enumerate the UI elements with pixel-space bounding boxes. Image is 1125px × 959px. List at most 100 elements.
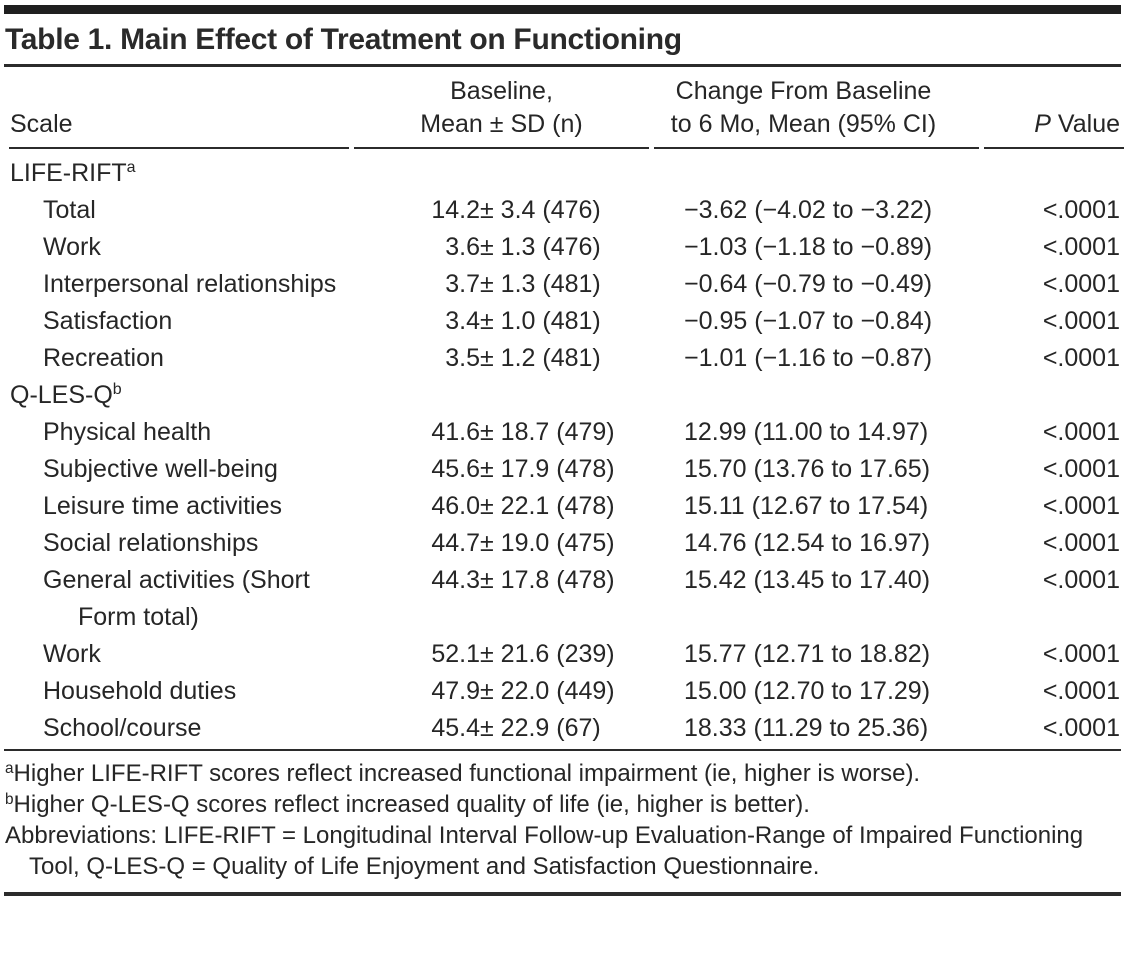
p-value-cell: <.0001 bbox=[1042, 344, 1120, 372]
baseline-value-cell: 45.6± 17.9 (478) bbox=[354, 451, 649, 488]
baseline-mean: 52.1 bbox=[431, 640, 480, 668]
baseline-mean: 3.4 bbox=[445, 307, 480, 335]
table-row: Physical health 41.6± 18.7 (479) 12.99 (11… bbox=[9, 414, 1124, 451]
change-value-cell: −0.64 (−0.79 to −0.49) bbox=[684, 270, 933, 298]
baseline-value-cell: 14.2± 3.4 (476) bbox=[354, 192, 649, 229]
table-row: School/course 45.4± 22.9 (67) 18.33 (11.29… bbox=[9, 710, 1124, 747]
baseline-mean: 44.3 bbox=[431, 566, 480, 594]
baseline-sd-n: ± 1.2 (481) bbox=[480, 344, 601, 372]
footnote: bHigher Q-LES-Q scores reflect increased… bbox=[5, 789, 1121, 820]
scale-label-cell: Household duties bbox=[43, 677, 237, 705]
section-header-cell: LIFE-RIFTa bbox=[9, 149, 1124, 192]
footnote: aHigher LIFE-RIFT scores reflect increas… bbox=[5, 758, 1121, 789]
baseline-sd-n: ± 3.4 (476) bbox=[480, 196, 601, 224]
change-value-cell: −1.03 (−1.18 to −0.89) bbox=[684, 233, 933, 261]
footnote: Abbreviations: LIFE-RIFT = Longitudinal … bbox=[5, 820, 1121, 882]
title-divider-rule bbox=[4, 64, 1121, 67]
footnote-marker: b bbox=[112, 381, 122, 399]
table-row: Leisure time activities 46.0± 22.1 (478) 1… bbox=[9, 488, 1124, 525]
baseline-value-cell: 44.3± 17.8 (478) bbox=[354, 562, 649, 636]
p-value-cell: <.0001 bbox=[1042, 418, 1120, 446]
scale-label-cell: Physical health bbox=[43, 418, 212, 446]
baseline-sd-n: ± 22.9 (67) bbox=[480, 714, 601, 742]
section-label: LIFE-RIFT bbox=[10, 159, 127, 187]
baseline-value-cell: 46.0± 22.1 (478) bbox=[354, 488, 649, 525]
scale-label-cell: Satisfaction bbox=[43, 307, 173, 335]
footnote-marker: a bbox=[126, 159, 136, 177]
change-value-cell: 12.99 (11.00 to 14.97) bbox=[684, 418, 929, 446]
table-row: Satisfaction 3.4± 1.0 (481) −0.95 (−1.07 t… bbox=[9, 303, 1124, 340]
baseline-value-cell: 44.7± 19.0 (475) bbox=[354, 525, 649, 562]
baseline-mean: 46.0 bbox=[431, 492, 480, 520]
table-top-rule bbox=[4, 5, 1121, 14]
baseline-value-cell: 41.6± 18.7 (479) bbox=[354, 414, 649, 451]
column-header-scale-label: Scale bbox=[10, 110, 73, 138]
baseline-value-cell: 52.1± 21.6 (239) bbox=[354, 636, 649, 673]
table-row: Interpersonal relationships 3.7± 1.3 (481… bbox=[9, 266, 1124, 303]
scale-label-cell: Social relationships bbox=[43, 529, 259, 557]
baseline-value-cell: 3.5± 1.2 (481) bbox=[354, 340, 649, 377]
baseline-mean: 3.5 bbox=[445, 344, 480, 372]
p-value-cell: <.0001 bbox=[1042, 196, 1120, 224]
baseline-sd-n: ± 19.0 (475) bbox=[480, 529, 615, 557]
p-value-cell: <.0001 bbox=[1042, 270, 1120, 298]
p-value-cell: <.0001 bbox=[1042, 233, 1120, 261]
baseline-sd-n: ± 22.1 (478) bbox=[480, 492, 615, 520]
baseline-mean: 45.6 bbox=[431, 455, 480, 483]
baseline-sd-n: ± 22.0 (449) bbox=[480, 677, 615, 705]
change-value-cell: −3.62 (−4.02 to −3.22) bbox=[684, 196, 933, 224]
section-label: Q-LES-Q bbox=[10, 381, 113, 409]
scale-label-cell: Work bbox=[43, 640, 101, 668]
header-row: Scale Baseline, Mean ± SD (n) Change Fro… bbox=[9, 67, 1124, 149]
baseline-sd-n: ± 17.8 (478) bbox=[480, 566, 615, 594]
column-header-baseline-line2: Mean ± SD (n) bbox=[420, 110, 583, 138]
column-header-scale: Scale bbox=[9, 67, 349, 149]
table-row: Work 52.1± 21.6 (239) 15.77 (12.71 to 18.8… bbox=[9, 636, 1124, 673]
scale-label-cell: General activities (Short Form total) bbox=[43, 566, 310, 631]
column-header-baseline-line1: Baseline, bbox=[450, 77, 553, 105]
p-value-cell: <.0001 bbox=[1042, 677, 1120, 705]
table-row: Work 3.6± 1.3 (476) −1.03 (−1.18 to −0.89)… bbox=[9, 229, 1124, 266]
section-header-cell: Q-LES-Qb bbox=[9, 377, 1124, 414]
baseline-sd-n: ± 17.9 (478) bbox=[480, 455, 615, 483]
p-value-cell: <.0001 bbox=[1042, 714, 1120, 742]
column-header-p-value: P Value bbox=[984, 67, 1124, 149]
scale-label-cell: Recreation bbox=[43, 344, 164, 372]
change-value-cell: −1.01 (−1.16 to −0.87) bbox=[684, 344, 933, 372]
footnote-text: Higher Q-LES-Q scores reflect increased … bbox=[13, 791, 810, 818]
baseline-sd-n: ± 21.6 (239) bbox=[480, 640, 615, 668]
scale-label-cell: Subjective well-being bbox=[43, 455, 278, 483]
table-bottom-rule bbox=[4, 892, 1121, 896]
scale-label-cell: Leisure time activities bbox=[43, 492, 282, 520]
main-table: Scale Baseline, Mean ± SD (n) Change Fro… bbox=[4, 67, 1125, 747]
footnote-text: Abbreviations: LIFE-RIFT = Longitudinal … bbox=[5, 822, 1084, 880]
column-header-change-line2: to 6 Mo, Mean (95% CI) bbox=[670, 110, 937, 138]
column-header-p-italic: P bbox=[1034, 110, 1051, 138]
baseline-mean: 47.9 bbox=[431, 677, 480, 705]
baseline-mean: 45.4 bbox=[431, 714, 480, 742]
table-row: Total 14.2± 3.4 (476) −3.62 (−4.02 to −3.2… bbox=[9, 192, 1124, 229]
baseline-sd-n: ± 18.7 (479) bbox=[480, 418, 615, 446]
baseline-sd-n: ± 1.3 (476) bbox=[480, 233, 601, 261]
table-row: General activities (Short Form total) 44.… bbox=[9, 562, 1124, 636]
baseline-value-cell: 3.4± 1.0 (481) bbox=[354, 303, 649, 340]
footnotes: aHigher LIFE-RIFT scores reflect increas… bbox=[4, 749, 1121, 892]
p-value-cell: <.0001 bbox=[1042, 492, 1120, 520]
column-header-change-line1: Change From Baseline bbox=[675, 77, 932, 105]
baseline-mean: 41.6 bbox=[431, 418, 480, 446]
baseline-value-cell: 47.9± 22.0 (449) bbox=[354, 673, 649, 710]
baseline-sd-n: ± 1.0 (481) bbox=[480, 307, 601, 335]
footnote-marker: a bbox=[5, 759, 14, 777]
baseline-mean: 3.6 bbox=[445, 233, 480, 261]
column-header-p-rest: Value bbox=[1050, 110, 1120, 138]
baseline-mean: 44.7 bbox=[431, 529, 480, 557]
baseline-value-cell: 3.7± 1.3 (481) bbox=[354, 266, 649, 303]
column-header-baseline: Baseline, Mean ± SD (n) bbox=[354, 67, 649, 149]
p-value-cell: <.0001 bbox=[1042, 455, 1120, 483]
change-value-cell: 15.42 (13.45 to 17.40) bbox=[684, 566, 931, 594]
footnote-text: Higher LIFE-RIFT scores reflect increase… bbox=[13, 760, 921, 787]
p-value-cell: <.0001 bbox=[1042, 307, 1120, 335]
change-value-cell: 15.70 (13.76 to 17.65) bbox=[684, 455, 931, 483]
baseline-mean: 3.7 bbox=[445, 270, 480, 298]
baseline-sd-n: ± 1.3 (481) bbox=[480, 270, 601, 298]
